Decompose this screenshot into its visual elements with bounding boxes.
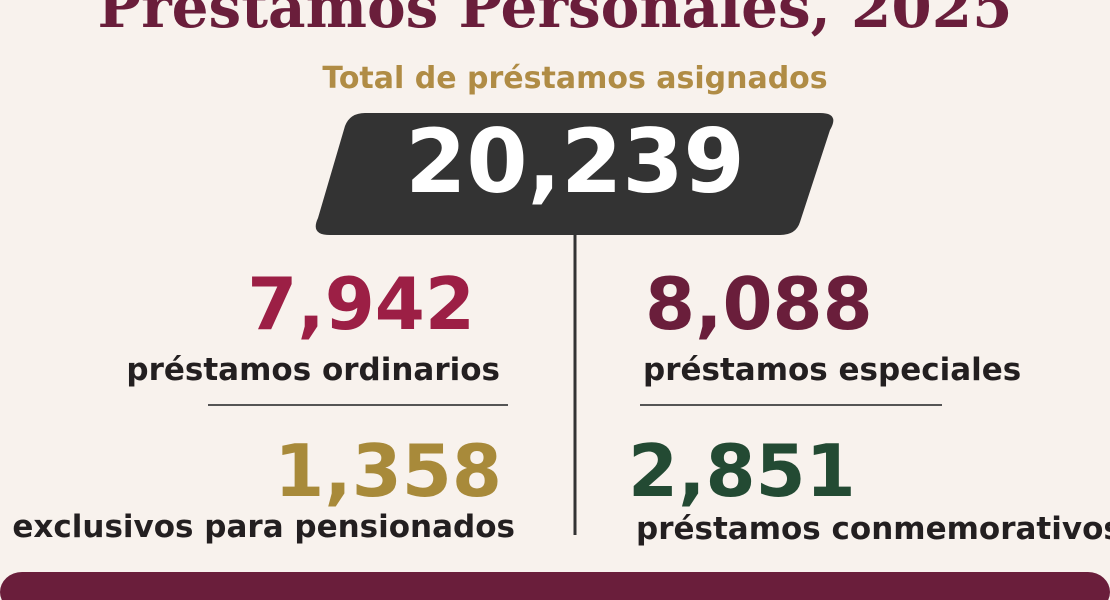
stat-label: préstamos conmemorativos bbox=[636, 511, 1110, 547]
stat-label: préstamos especiales bbox=[643, 352, 1022, 388]
stat-value: 8,088 bbox=[645, 262, 873, 346]
stat-label: exclusivos para pensionados bbox=[12, 509, 515, 545]
stat-value: 1,358 bbox=[274, 429, 502, 513]
stat-value: 2,851 bbox=[628, 429, 856, 513]
title: Préstamos Personales, 2025 bbox=[97, 0, 1013, 41]
stat-value: 7,942 bbox=[247, 262, 475, 346]
separator bbox=[208, 404, 508, 406]
total-value: 20,239 bbox=[405, 110, 745, 213]
footer-bar bbox=[0, 572, 1110, 600]
separator bbox=[640, 404, 942, 406]
subtitle: Total de préstamos asignados bbox=[322, 61, 828, 96]
total-banner bbox=[315, 113, 834, 235]
stat-label: préstamos ordinarios bbox=[126, 352, 500, 388]
